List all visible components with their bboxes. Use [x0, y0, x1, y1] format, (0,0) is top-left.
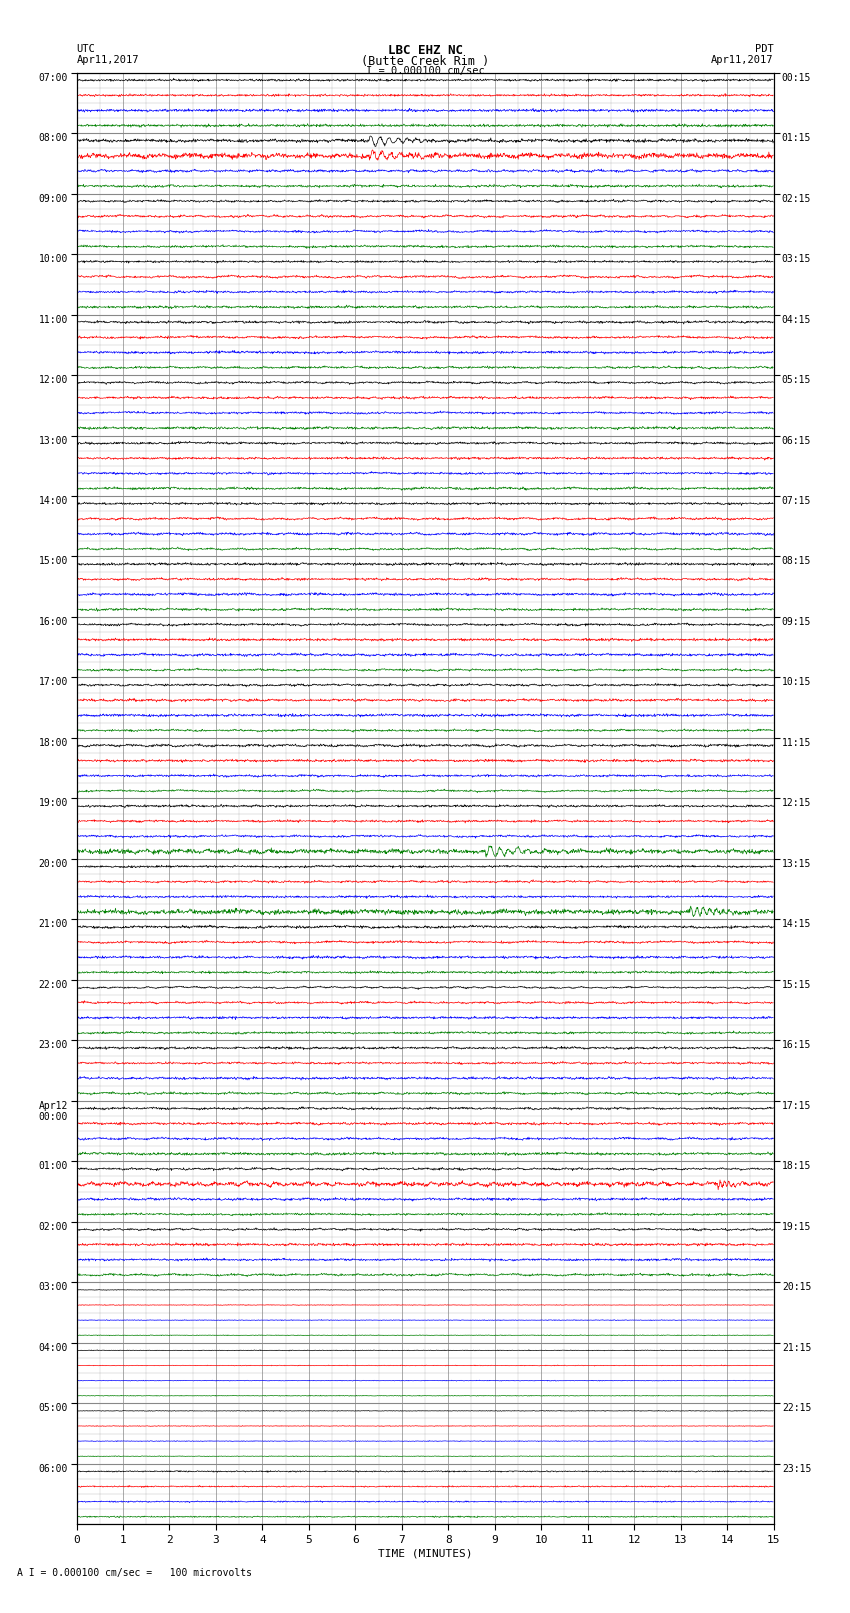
Text: PDT: PDT — [755, 44, 774, 53]
Text: (Butte Creek Rim ): (Butte Creek Rim ) — [361, 55, 489, 68]
X-axis label: TIME (MINUTES): TIME (MINUTES) — [377, 1548, 473, 1558]
Text: LBC EHZ NC: LBC EHZ NC — [388, 44, 462, 56]
Text: A I = 0.000100 cm/sec =   100 microvolts: A I = 0.000100 cm/sec = 100 microvolts — [17, 1568, 252, 1578]
Text: I = 0.000100 cm/sec: I = 0.000100 cm/sec — [366, 66, 484, 76]
Text: Apr11,2017: Apr11,2017 — [711, 55, 774, 65]
Text: Apr11,2017: Apr11,2017 — [76, 55, 139, 65]
Text: UTC: UTC — [76, 44, 95, 53]
